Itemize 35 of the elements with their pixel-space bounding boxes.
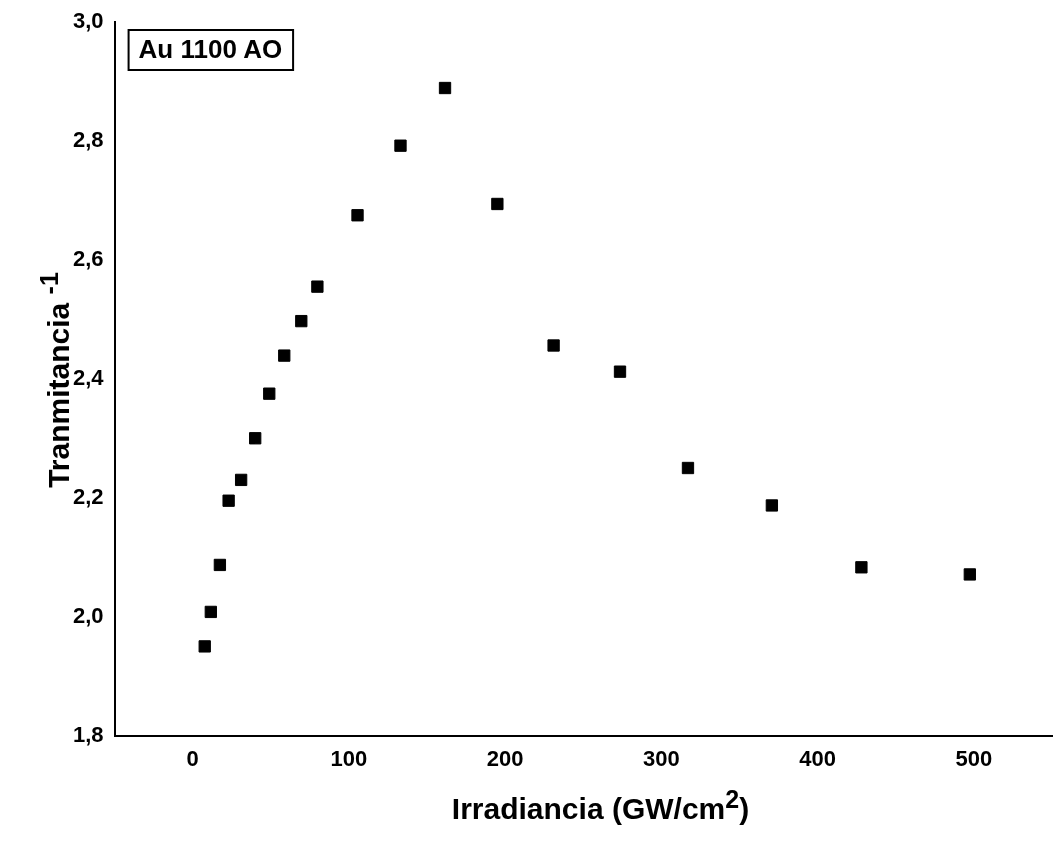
y-tick-label: 2,6 bbox=[72, 245, 104, 271]
y-tick-label: 2,4 bbox=[72, 364, 105, 390]
point bbox=[198, 640, 211, 653]
x-tick-label: 100 bbox=[330, 745, 368, 771]
point bbox=[263, 387, 276, 400]
point bbox=[394, 139, 407, 152]
x-tick-label: 200 bbox=[486, 745, 524, 771]
point bbox=[765, 499, 779, 512]
x-tick-label: 300 bbox=[643, 745, 680, 771]
point bbox=[278, 349, 291, 362]
point bbox=[438, 81, 452, 95]
point bbox=[681, 461, 695, 475]
x-tick-label: 500 bbox=[955, 745, 993, 771]
y-tick-label: 2,8 bbox=[72, 127, 104, 152]
point bbox=[855, 561, 868, 574]
y-tick-label: 2,0 bbox=[72, 602, 104, 628]
point bbox=[491, 197, 504, 211]
y-tick-label: 2,2 bbox=[72, 483, 104, 509]
y-tick-label: 3,0 bbox=[72, 8, 104, 34]
y-tick-label: 1,8 bbox=[72, 721, 104, 747]
point bbox=[234, 473, 248, 487]
point bbox=[547, 339, 560, 352]
x-tick-label: 0 bbox=[186, 745, 199, 771]
point bbox=[311, 280, 324, 293]
point bbox=[222, 494, 235, 507]
point bbox=[963, 568, 976, 581]
point bbox=[295, 314, 308, 328]
point bbox=[204, 605, 217, 619]
point bbox=[213, 558, 227, 572]
x-tick-label: 400 bbox=[799, 745, 837, 771]
x-axis-title: Irradiancia (GW/cm$^{2}$) bbox=[450, 785, 751, 826]
annotation: Au 1100 AO bbox=[138, 34, 283, 65]
point bbox=[613, 365, 627, 378]
point bbox=[249, 432, 262, 445]
point bbox=[351, 209, 364, 222]
